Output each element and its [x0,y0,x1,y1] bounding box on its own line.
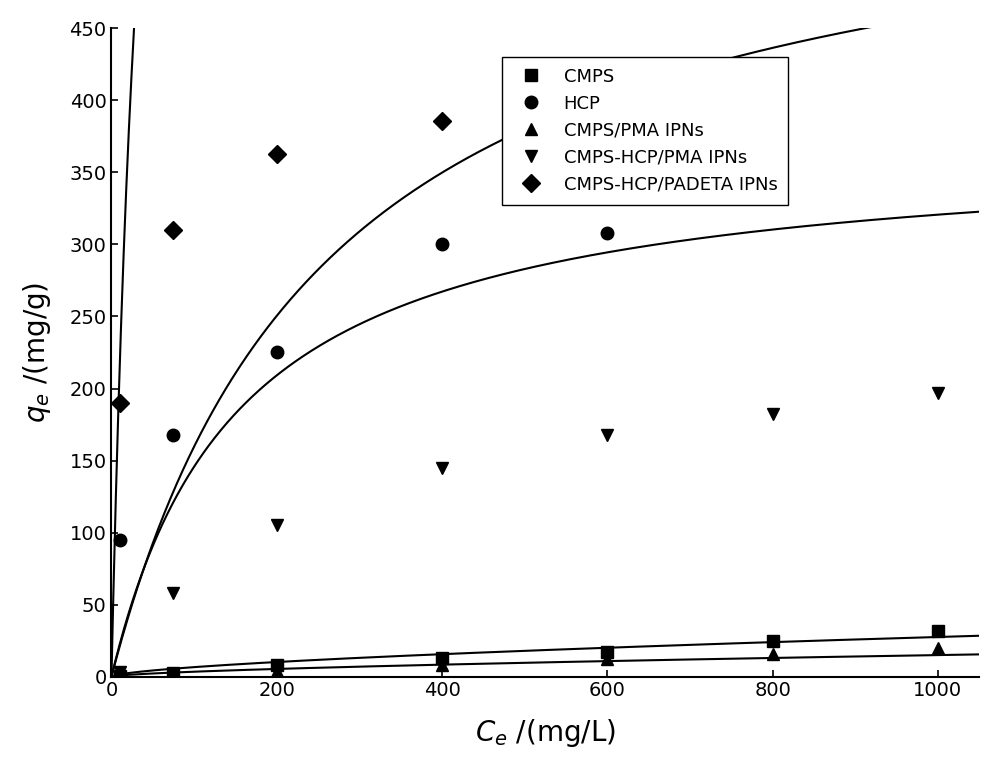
Legend: CMPS, HCP, CMPS/PMA IPNs, CMPS-HCP/PMA IPNs, CMPS-HCP/PADETA IPNs: CMPS, HCP, CMPS/PMA IPNs, CMPS-HCP/PMA I… [502,57,788,205]
X-axis label: $C_e$ /(mg/L): $C_e$ /(mg/L) [475,717,616,749]
Y-axis label: $q_e$ /(mg/g): $q_e$ /(mg/g) [21,282,53,424]
